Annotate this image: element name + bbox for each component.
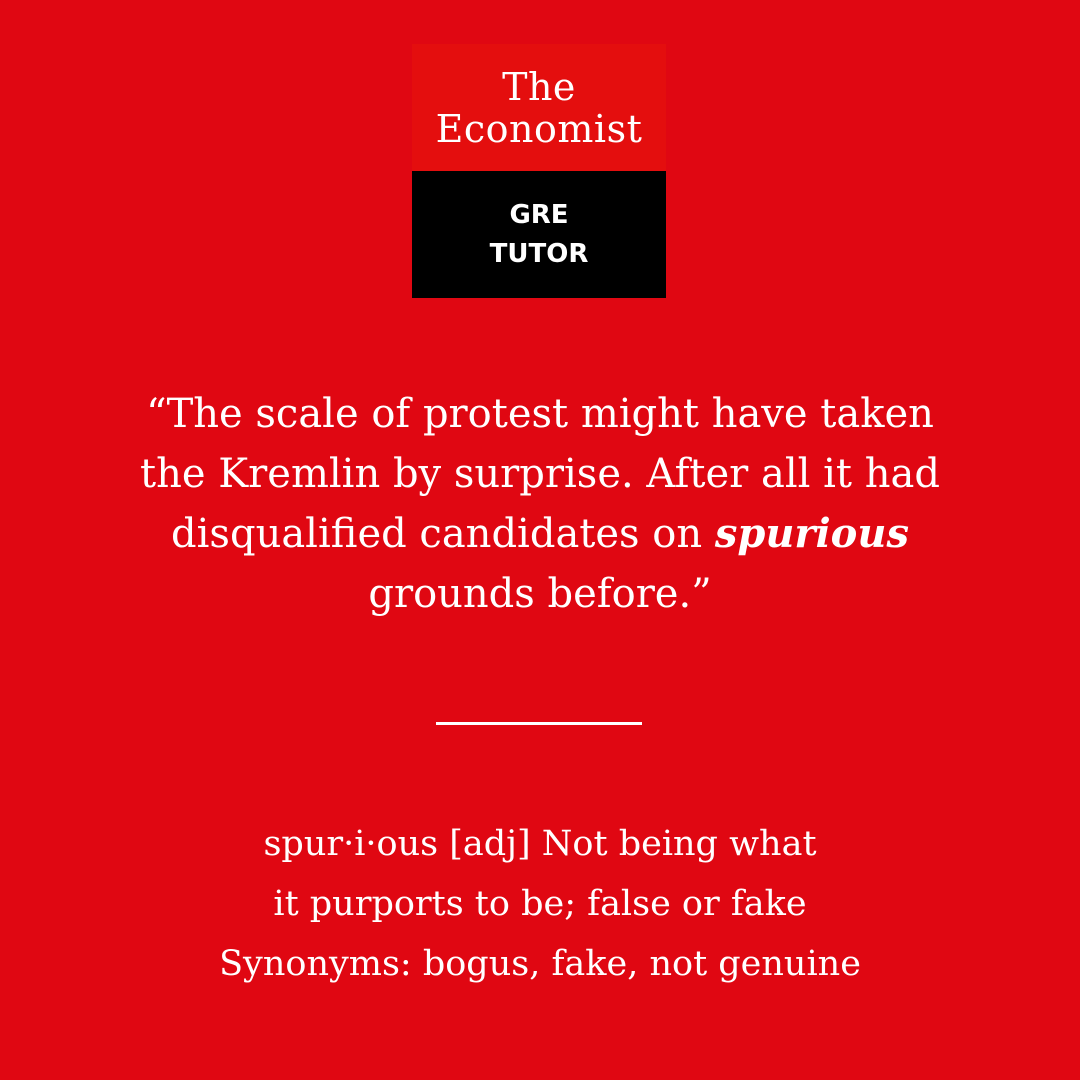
divider-line bbox=[436, 722, 642, 725]
example-quote: “The scale of protest might have taken t… bbox=[140, 384, 940, 624]
definition-synonyms: Synonyms: bogus, fake, not genuine bbox=[219, 944, 861, 984]
word-definition: spur·i·ous [adj] Not being what it purpo… bbox=[140, 814, 940, 994]
quote-keyword: spurious bbox=[714, 510, 909, 557]
quote-text-after: grounds before. bbox=[368, 571, 692, 617]
quote-open-mark: “ bbox=[146, 391, 167, 437]
logo-product-label: GRE TUTOR bbox=[412, 171, 666, 298]
quote-text-before: The scale of protest might have taken th… bbox=[140, 391, 940, 557]
economist-gre-tutor-logo: The Economist GRE TUTOR bbox=[412, 44, 666, 298]
logo-label-line1: GRE bbox=[509, 199, 569, 230]
definition-line2: it purports to be; false or fake bbox=[273, 884, 807, 924]
logo-label-line2: TUTOR bbox=[489, 238, 589, 269]
definition-line1: spur·i·ous [adj] Not being what bbox=[263, 824, 817, 864]
logo-masthead-line2: Economist bbox=[435, 106, 643, 151]
logo-masthead-line1: The bbox=[502, 64, 576, 109]
logo-masthead: The Economist bbox=[412, 44, 666, 171]
quote-close-mark: ” bbox=[691, 571, 712, 617]
